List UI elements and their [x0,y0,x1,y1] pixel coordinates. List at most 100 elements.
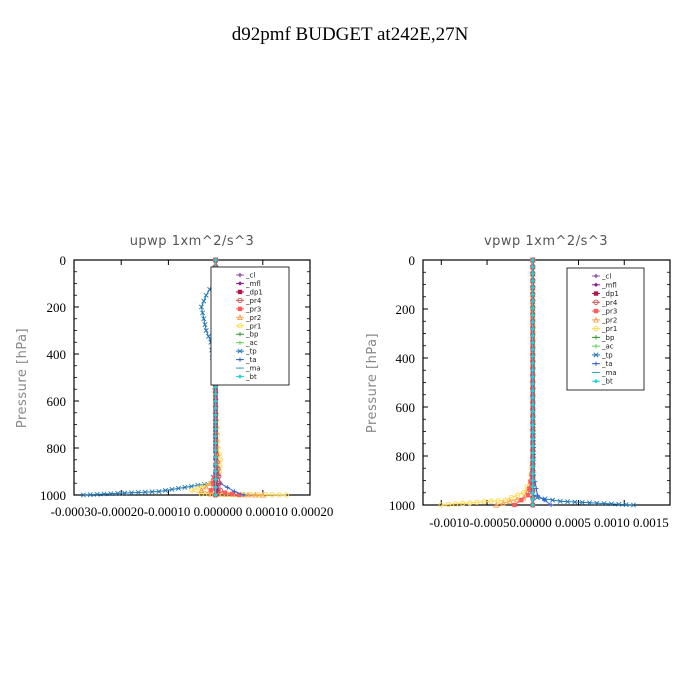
upwp-data-point [208,488,214,493]
vpwp-data-point [594,500,600,506]
upwp-legend-item: _mfl [236,280,261,288]
vpwp-data-point [474,499,480,505]
vpwp-legend-circle-icon [593,299,599,305]
vpwp-legend-label: _pr4 [601,299,618,307]
vpwp-data-point [630,502,636,508]
upwp-legend-label: _pr4 [245,297,262,305]
upwp-data-point [216,473,222,479]
vpwp-legend-diamond-icon [593,282,599,287]
vpwp-data-point [530,333,535,338]
vpwp-legend-label: _ma [601,369,617,377]
upwp-data-point [212,475,217,480]
vpwp-panel: vpwp 1xm^2/s^3 Pressure [hPa] 0 200 400 600… [365,234,671,530]
upwp-legend-diamond-icon [237,281,243,286]
vpwp-data-point [608,501,614,507]
vpwp-legend-triangle-icon [593,316,599,323]
upwp-legend-plus-icon [237,357,243,362]
upwp-data-point [135,489,141,495]
vpwp-legend-cross-icon [593,335,599,340]
vpwp-data-point [530,409,535,414]
upwp-data-point [213,419,218,425]
upwp-legend-item: _pr2 [236,314,261,322]
upwp-data-point [142,489,148,495]
upwp-legend-label: _pr1 [245,322,261,330]
vpwp-data-point [530,381,535,387]
upwp-data-point [213,427,218,432]
upwp-data-point [213,384,218,390]
vpwp-legend-label: _bt [601,378,613,386]
upwp-series-line [83,259,218,496]
vpwp-data-point [526,493,531,498]
upwp-data-point [213,441,218,446]
upwp-data-point [237,492,242,498]
upwp-legend-item: _ac [236,339,258,347]
vpwp-data-point [530,374,535,380]
upwp-data-point [232,489,237,494]
upwp-data-point [149,489,155,495]
upwp-legend-label: _bt [245,373,257,381]
upwp-legend-item: _ta [236,356,257,364]
vpwp-legend-square-icon [593,308,599,314]
vpwp-legend-label: _dp1 [601,290,619,298]
vpwp-data-point [459,500,466,507]
upwp-legend-diamond-icon [237,272,243,278]
upwp-data-point [203,483,210,490]
upwp-data-point [217,487,223,493]
upwp-data-point [162,487,168,493]
vpwp-data-point [513,496,520,503]
vpwp-data-point [548,502,554,508]
vpwp-data-point [530,271,535,276]
upwp-data-point [213,484,218,490]
upwp-data-point [222,490,228,495]
upwp-data-point [229,491,235,497]
upwp-legend-label: _ta [245,356,257,364]
upwp-y-tick-label: 1000 [40,488,66,503]
upwp-data-point [213,448,218,453]
vpwp-data-point [557,498,563,504]
upwp-data-point [202,322,208,328]
upwp-legend-item: _ma [236,365,261,373]
vpwp-data-point [530,436,535,442]
upwp-legend-diamond-icon [237,374,243,379]
upwp-data-point [259,491,266,498]
upwp-data-point [94,491,100,497]
vpwp-legend-cross-icon [593,343,599,349]
vpwp-legend-box [566,267,645,391]
vpwp-y-axis-label: Pressure [hPa] [365,333,380,433]
upwp-legend-label: _pr3 [245,305,261,313]
vpwp-legend-item: _bt [592,378,613,386]
vpwp-legend-item: _pr4 [592,299,618,307]
upwp-legend-label: _ma [245,365,261,373]
upwp-data-point [156,488,162,494]
vpwp-data-point [530,319,535,325]
upwp-legend-item: _pr3 [236,305,261,313]
vpwp-y-tick-label: 200 [396,302,416,317]
vpwp-data-point [572,499,578,505]
upwp-legend-box [210,266,290,386]
upwp-y-tick-label: 200 [47,300,67,315]
vpwp-data-point [565,499,571,505]
vpwp-data-point [530,361,535,366]
vpwp-legend-label: _bp [601,334,615,342]
vpwp-legend-square-icon [593,291,599,296]
upwp-data-point [213,391,218,397]
upwp-data-point [122,490,128,496]
upwp-data-point [213,492,218,498]
upwp-data-point [269,492,275,498]
vpwp-legend-item: _dp1 [592,290,619,298]
vpwp-data-point [530,326,535,332]
vpwp-data-point [530,368,535,373]
upwp-legend-item: _pr1 [236,322,261,330]
vpwp-series-pr2 [493,256,536,508]
vpwp-data-point [530,395,535,401]
upwp-data-point [169,486,175,492]
upwp-legend-x-icon [237,348,243,354]
vpwp-legend-label: _tp [601,351,613,359]
upwp-legend-label: _ac [245,339,258,347]
vpwp-y-tick-label: 600 [396,400,416,415]
upwp-legend-item: _pr4 [236,297,262,305]
vpwp-legend-diamond-icon [593,379,599,384]
vpwp-data-point [530,430,535,435]
vpwp-data-point [530,450,535,456]
vpwp-data-point [506,498,513,504]
